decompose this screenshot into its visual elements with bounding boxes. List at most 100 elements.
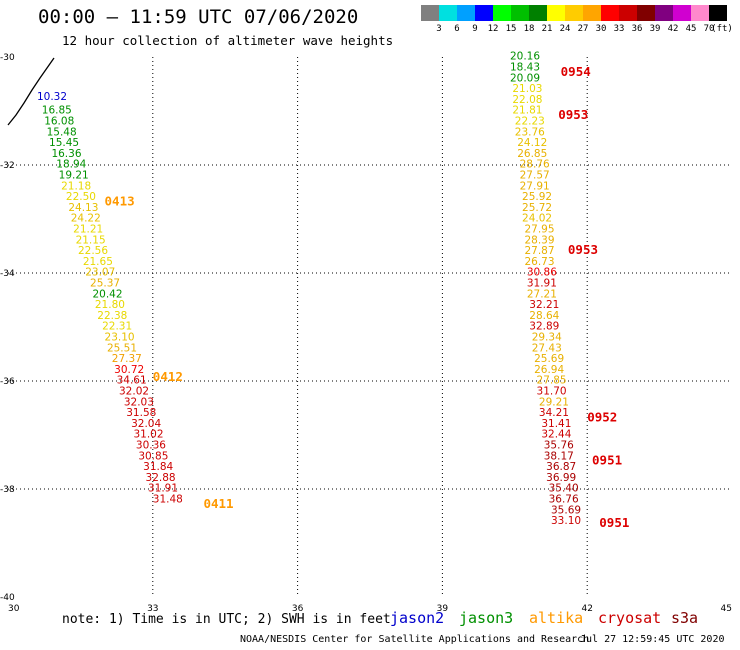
- wave-height-label: 24.02: [522, 213, 552, 225]
- wave-height-label: 22.38: [97, 310, 127, 322]
- wave-height-label: 36.87: [546, 461, 576, 473]
- wave-height-label: 36.99: [546, 472, 576, 484]
- legend-swatch: [511, 5, 529, 21]
- pass-time-label: 0951: [599, 515, 629, 530]
- wave-height-label: 32.04: [131, 418, 161, 430]
- wave-height-label: 35.76: [544, 440, 574, 452]
- pass-time-label: 0954: [561, 64, 591, 79]
- y-tick-label: -34: [0, 269, 15, 279]
- legend-jason3: jason3: [459, 609, 514, 627]
- legend-label: 15: [505, 24, 517, 34]
- wave-height-label: 21.18: [61, 180, 91, 192]
- wave-height-label: 23.76: [515, 126, 545, 138]
- x-tick-label: 45: [721, 604, 732, 614]
- legend-label: 21: [541, 24, 553, 34]
- wave-height-label: 27.43: [532, 342, 562, 354]
- wave-height-label: 29.34: [532, 332, 562, 344]
- x-tick-label: 39: [437, 604, 449, 614]
- pass-time-label: 0413: [105, 194, 135, 209]
- wave-height-label: 20.09: [510, 72, 540, 84]
- wave-height-label: 32.89: [529, 321, 559, 333]
- legend-label: 3: [436, 24, 442, 34]
- wave-height-label: 24.13: [68, 202, 98, 214]
- wave-height-label: 23.10: [105, 332, 135, 344]
- wave-height-label: 34.21: [539, 407, 569, 419]
- wave-height-label: 24.22: [71, 213, 101, 225]
- wave-height-label: 25.72: [522, 202, 552, 214]
- legend-label: 33: [613, 24, 625, 34]
- wave-height-label: 28.39: [524, 234, 554, 246]
- y-tick-label: -38: [0, 485, 15, 495]
- wave-height-label: 26.73: [524, 256, 554, 268]
- pass-time-label: 0953: [568, 242, 598, 257]
- wave-height-label: 27.85: [537, 375, 567, 387]
- wave-height-label: 20.16: [510, 51, 540, 63]
- legend-label: 12: [487, 24, 499, 34]
- wave-height-label: 16.08: [44, 116, 74, 128]
- wave-height-label: 29.21: [539, 396, 569, 408]
- wave-height-label: 16.36: [51, 148, 81, 160]
- wave-height-label: 25.69: [534, 353, 564, 365]
- legend-cryosat: cryosat: [598, 609, 662, 627]
- timestamp-text: Jul 27 12:59:45 UTC 2020: [580, 634, 725, 645]
- x-tick-label: 36: [292, 604, 304, 614]
- wave-height-label: 31.70: [537, 386, 567, 398]
- legend-swatch: [619, 5, 637, 21]
- legend-swatch: [457, 5, 475, 21]
- wave-height-label: 22.23: [515, 116, 545, 128]
- legend-label: 24: [559, 24, 571, 34]
- legend-label: 39: [649, 24, 661, 34]
- wave-height-label: 38.17: [544, 450, 574, 462]
- wave-height-label: 25.92: [522, 191, 552, 203]
- wave-height-label: 22.08: [512, 94, 542, 106]
- legend-label: 70: [703, 24, 715, 34]
- pass-time-label: 0412: [153, 369, 183, 384]
- legend-swatch: [637, 5, 655, 21]
- wave-height-label: 26.85: [517, 148, 547, 160]
- ground-track-line: [7, 57, 55, 126]
- legend-swatch: [583, 5, 601, 21]
- wave-height-label: 22.31: [102, 321, 132, 333]
- y-tick-label: -40: [0, 593, 15, 603]
- legend-swatch: [565, 5, 583, 21]
- legend-altika: altika: [529, 609, 584, 627]
- wave-height-label: 18.94: [56, 159, 86, 171]
- y-tick-label: -36: [0, 377, 15, 387]
- legend-swatch: [547, 5, 565, 21]
- wave-height-label: 32.44: [541, 429, 571, 441]
- wave-height-label: 35.69: [551, 504, 581, 516]
- wave-height-label: 31.02: [133, 429, 163, 441]
- wave-height-label: 16.85: [42, 105, 72, 117]
- wave-height-label: 15.45: [49, 137, 79, 149]
- wave-height-label: 27.57: [520, 170, 550, 182]
- wave-height-label: 23.07: [85, 267, 115, 279]
- legend-swatch: [439, 5, 457, 21]
- y-tick-label: -32: [0, 161, 15, 171]
- wave-height-label: 21.81: [512, 105, 542, 117]
- legend-swatch: [709, 5, 727, 21]
- wave-height-label: 27.37: [112, 353, 142, 365]
- wave-height-label: 28.76: [520, 159, 550, 171]
- wave-height-label: 30.72: [114, 364, 144, 376]
- wave-height-label: 32.02: [119, 386, 149, 398]
- wave-height-label: 20.42: [92, 288, 122, 300]
- pass-time-label: 0951: [592, 453, 622, 468]
- wave-height-label: 27.87: [524, 245, 554, 257]
- chart-title: 00:00 – 11:59 UTC 07/06/2020: [38, 6, 359, 28]
- pass-time-label: 0952: [587, 410, 617, 425]
- wave-height-label: 36.76: [549, 494, 579, 506]
- wave-height-label: 32.21: [529, 299, 559, 311]
- wave-height-label: 31.84: [143, 461, 173, 473]
- wave-height-label: 34.61: [117, 375, 147, 387]
- x-tick-label: 30: [8, 604, 20, 614]
- wave-height-label: 22.56: [78, 245, 108, 257]
- wave-height-label: 22.50: [66, 191, 96, 203]
- wave-height-label: 33.10: [551, 515, 581, 527]
- wave-height-label: 21.15: [76, 234, 106, 246]
- x-tick-label: 33: [147, 604, 158, 614]
- wave-height-label: 27.21: [527, 288, 557, 300]
- pass-time-label: 0953: [558, 107, 588, 122]
- wave-height-label: 32.88: [146, 472, 176, 484]
- legend-label: 27: [577, 24, 589, 34]
